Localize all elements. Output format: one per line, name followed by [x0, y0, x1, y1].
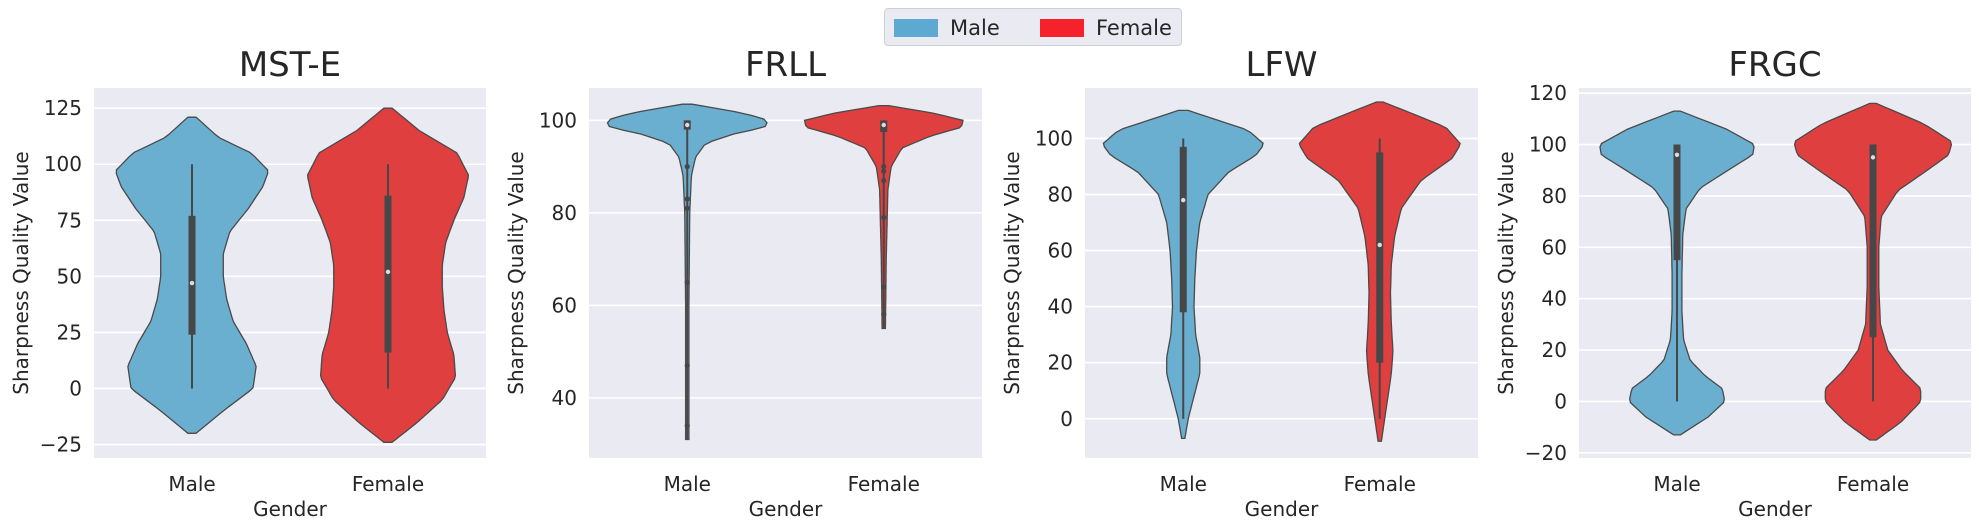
x-axis-label: Gender [253, 497, 327, 521]
chart-title: FRGC [1728, 45, 1821, 85]
y-tick-label: 100 [1529, 133, 1567, 157]
data-point [881, 214, 887, 221]
y-tick-label: 40 [1542, 287, 1567, 311]
median-marker-male [1181, 197, 1186, 203]
iqr-box-female [1869, 144, 1877, 338]
iqr-box-male [188, 215, 196, 335]
y-axis-label: Sharpness Quality Value [1000, 151, 1024, 394]
legend-swatch-male [894, 19, 938, 37]
y-tick-label: 80 [1542, 184, 1567, 208]
legend: Male Female [884, 8, 1182, 46]
y-tick-label: 60 [1542, 235, 1567, 259]
legend-label-female: Female [1096, 16, 1172, 40]
data-point [684, 423, 690, 429]
iqr-box-female [1376, 152, 1384, 363]
y-tick-label: 100 [539, 108, 577, 132]
data-point [684, 196, 690, 202]
y-tick-label: −25 [40, 433, 82, 457]
iqr-box-male [1179, 146, 1187, 313]
y-tick-label: 80 [1048, 183, 1073, 207]
data-point [881, 168, 887, 174]
y-tick-label: 50 [57, 264, 82, 288]
x-axis-label: Gender [749, 497, 823, 521]
x-tick-label: Female [848, 472, 920, 496]
y-tick-label: 60 [552, 293, 577, 317]
y-tick-label: 40 [552, 386, 577, 410]
x-axis-label: Gender [1245, 497, 1319, 521]
x-tick-label: Female [1344, 472, 1416, 496]
y-tick-label: 20 [1048, 351, 1073, 375]
data-point [684, 362, 690, 369]
x-axis-label: Gender [1738, 497, 1812, 521]
y-tick-label: 20 [1542, 338, 1567, 362]
median-marker-female [385, 269, 391, 275]
y-tick-label: 80 [552, 201, 577, 225]
data-point [881, 312, 887, 318]
data-point [684, 164, 690, 170]
chart-title: LFW [1245, 45, 1317, 85]
plot-background-1 [589, 88, 982, 458]
chart-title: FRLL [745, 45, 826, 85]
x-tick-label: Male [168, 472, 215, 496]
y-axis-label: Sharpness Quality Value [1494, 151, 1518, 394]
y-axis-label: Sharpness Quality Value [9, 151, 33, 394]
data-point [881, 177, 887, 184]
legend-item-male: Male [894, 16, 1000, 40]
x-tick-label: Female [1837, 472, 1909, 496]
legend-item-female: Female [1040, 16, 1172, 40]
legend-label-male: Male [950, 16, 1000, 40]
y-axis-label: Sharpness Quality Value [504, 151, 528, 394]
iqr-box-female [384, 195, 392, 353]
y-tick-label: 40 [1048, 295, 1073, 319]
median-marker-male [1674, 152, 1680, 158]
median-marker-female [1870, 155, 1876, 160]
y-tick-label: 25 [57, 320, 82, 344]
data-point [881, 284, 887, 290]
median-marker-male [189, 280, 195, 286]
y-tick-label: 125 [44, 96, 82, 120]
data-point [684, 279, 690, 285]
y-tick-label: 0 [1060, 407, 1073, 431]
x-tick-label: Male [1653, 472, 1700, 496]
median-marker-female [1377, 242, 1382, 248]
median-marker-male [685, 122, 690, 128]
x-tick-label: Female [352, 472, 424, 496]
y-tick-label: 120 [1529, 81, 1567, 105]
y-tick-label: 75 [57, 208, 82, 232]
x-tick-label: Male [1160, 472, 1207, 496]
chart-title: MST-E [239, 45, 341, 85]
y-tick-label: 100 [1035, 126, 1073, 150]
x-tick-label: Male [664, 472, 711, 496]
y-tick-label: 60 [1048, 239, 1073, 263]
data-point [684, 205, 690, 211]
y-tick-label: 100 [44, 152, 82, 176]
y-tick-label: 0 [69, 376, 82, 400]
y-tick-label: 0 [1554, 389, 1567, 413]
median-marker-female [881, 122, 886, 128]
y-tick-label: −20 [1525, 441, 1567, 465]
iqr-box-male [1673, 144, 1681, 261]
data-point [881, 164, 887, 170]
legend-swatch-female [1040, 19, 1084, 37]
